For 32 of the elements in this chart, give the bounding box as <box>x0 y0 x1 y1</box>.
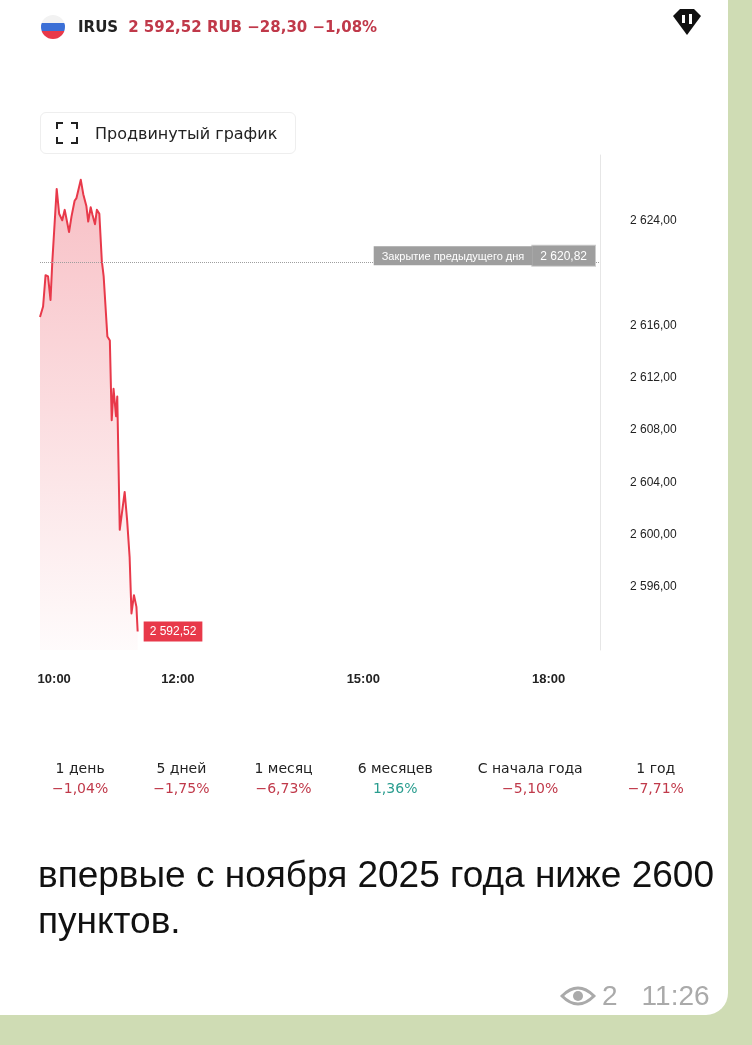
category-label: 6 месяцев <box>357 759 433 778</box>
y-tick-label: 2 612,00 <box>630 370 678 385</box>
chart-subtitle: 2 592,52 RUB −28,30 −1,08% <box>128 18 378 36</box>
text: −6,73% <box>255 780 312 796</box>
y-tick-label: 2 604,00 <box>630 474 678 489</box>
data-label: 2 592,52 <box>149 624 197 639</box>
text: 11:26 <box>641 980 710 1012</box>
ref-line-label: Закрытие предыдущего дня <box>381 249 525 262</box>
text: 1,36% <box>372 780 418 796</box>
category-label: С начала года <box>477 759 583 778</box>
text: −1,75% <box>153 780 210 796</box>
y-tick-label: 2 624,00 <box>630 213 678 228</box>
text: −1,04% <box>52 780 109 796</box>
x-tick-label: 12:00 <box>161 671 195 686</box>
y-tick-label: 2 608,00 <box>630 422 678 437</box>
x-tick-label: 10:00 <box>37 671 71 686</box>
category-label: 5 дней <box>155 759 208 778</box>
annotation: 2 620,82 <box>540 248 588 263</box>
y-tick-label: 2 616,00 <box>630 317 678 332</box>
category-label: 1 год <box>635 759 677 778</box>
category-label: 1 день <box>54 759 106 778</box>
text: впервые с ноября 2025 года ниже 2600 пунктов. <box>38 853 715 943</box>
text: −7,71% <box>627 780 684 796</box>
text: −5,10% <box>502 780 559 796</box>
category-label: 1 месяц <box>254 759 313 778</box>
chart-title: IRUS <box>78 18 119 36</box>
x-tick-label: 15:00 <box>346 671 380 686</box>
y-tick-label: 2 596,00 <box>630 579 678 593</box>
text: Продвинутый график <box>95 123 278 143</box>
y-tick-label: 2 600,00 <box>630 526 678 541</box>
x-tick-label: 18:00 <box>532 671 566 686</box>
text: 2 <box>602 980 618 1012</box>
